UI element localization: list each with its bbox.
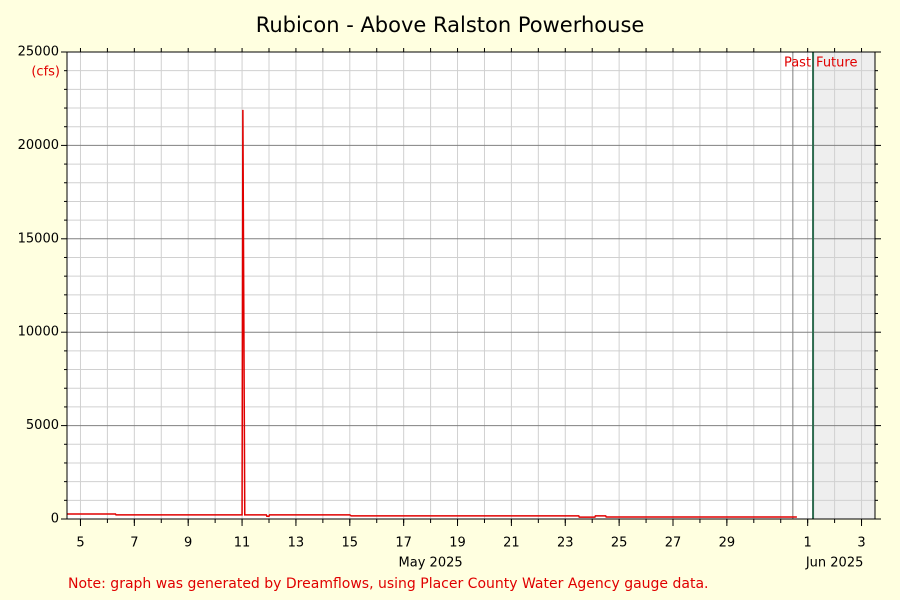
note: Note: graph was generated by Dreamflows,… xyxy=(68,576,708,592)
x-tick-label: 19 xyxy=(449,536,466,551)
y-axis-label: (cfs) xyxy=(31,65,60,80)
x-tick-label: 29 xyxy=(719,536,736,551)
past-label: Past xyxy=(784,56,811,71)
future-region xyxy=(813,52,875,519)
x-tick-label: 5 xyxy=(76,536,84,551)
future-label: Future xyxy=(816,56,857,71)
x-tick-label: 23 xyxy=(557,536,574,551)
x-tick-label: 9 xyxy=(184,536,192,551)
y-tick-label: 20000 xyxy=(18,138,59,153)
x-tick-label: 15 xyxy=(342,536,359,551)
y-tick-label: 25000 xyxy=(18,45,59,60)
plot-frame xyxy=(66,51,876,520)
month-label: May 2025 xyxy=(399,556,463,571)
x-tick-label: 21 xyxy=(503,536,520,551)
x-tick-label: 11 xyxy=(234,536,251,551)
plot-area xyxy=(67,52,875,519)
data-line xyxy=(67,109,797,518)
x-tick-label: 27 xyxy=(665,536,682,551)
x-tick-label: 3 xyxy=(857,536,865,551)
y-tick-label: 0 xyxy=(51,512,59,527)
month-label: Jun 2025 xyxy=(805,556,864,571)
x-tick-label: 13 xyxy=(288,536,305,551)
y-tick-label: 5000 xyxy=(26,418,59,433)
x-tick-label: 7 xyxy=(130,536,138,551)
y-tick-label: 15000 xyxy=(18,231,59,246)
chart-title: Rubicon - Above Ralston Powerhouse xyxy=(256,13,645,37)
x-tick-label: 25 xyxy=(611,536,628,551)
x-tick-label: 17 xyxy=(395,536,412,551)
y-tick-label: 10000 xyxy=(18,325,59,340)
x-tick-label: 1 xyxy=(804,536,812,551)
